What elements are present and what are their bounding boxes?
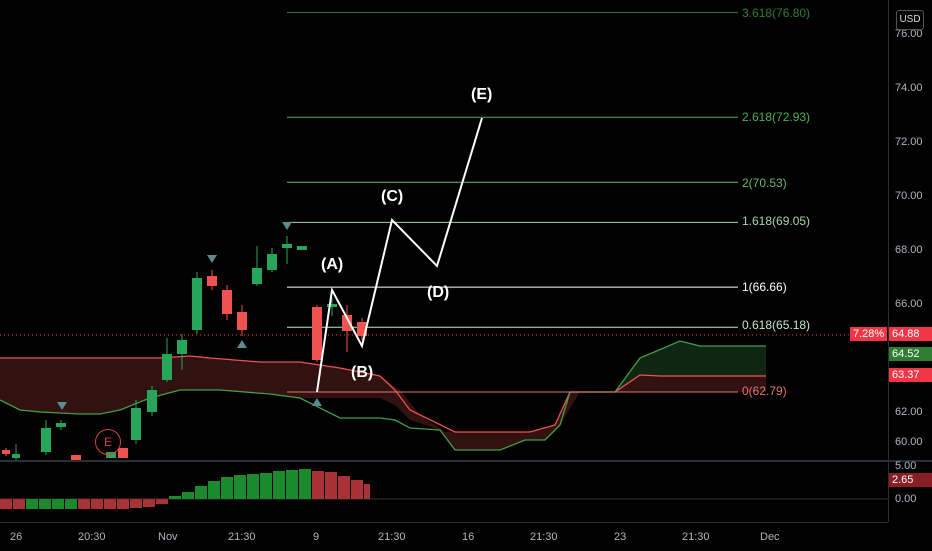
price-tick: 74.00 bbox=[895, 82, 923, 94]
fib-lines bbox=[287, 11, 738, 393]
fib-label-2618: 2.618(72.93) bbox=[742, 110, 811, 124]
price-tick: 70.00 bbox=[895, 190, 923, 202]
pane-separator[interactable] bbox=[0, 460, 932, 462]
fib-label-0618: 0.618(65.18) bbox=[742, 318, 811, 332]
oscillator-svg bbox=[0, 469, 888, 509]
elliott-wave-path bbox=[316, 117, 483, 393]
cloud-line-red bbox=[0, 355, 766, 433]
wave-label-a: (A) bbox=[321, 256, 344, 273]
wave-label-d: (D) bbox=[427, 284, 450, 301]
price-tick: 76.00 bbox=[895, 28, 923, 40]
currency-button[interactable]: USD bbox=[896, 10, 924, 30]
price-chart-svg bbox=[0, 11, 888, 460]
time-tick: 16 bbox=[462, 531, 475, 543]
time-tick: Nov bbox=[158, 531, 178, 543]
price-axis[interactable]: 76.00 74.00 72.00 70.00 68.00 66.00 62.0… bbox=[888, 0, 932, 522]
price-chart[interactable] bbox=[0, 0, 888, 460]
oscillator-bars bbox=[0, 469, 370, 509]
wave-label-c: (C) bbox=[381, 188, 404, 205]
time-tick: Dec bbox=[760, 531, 780, 543]
fib-label-3618: 3.618(76.80) bbox=[742, 6, 811, 20]
wave-label-b: (B) bbox=[351, 364, 374, 381]
time-tick: 9 bbox=[313, 531, 320, 543]
price-tick: 62.00 bbox=[895, 406, 923, 418]
wave-label-e: (E) bbox=[471, 86, 493, 103]
earnings-marker[interactable]: E bbox=[95, 429, 121, 455]
osc-tick: 5.00 bbox=[895, 460, 917, 472]
time-tick: 21:30 bbox=[682, 531, 710, 543]
osc-tick: 0.00 bbox=[895, 493, 917, 505]
osc-value-badge: 2.65 bbox=[889, 473, 932, 487]
time-tick: 23 bbox=[614, 531, 627, 543]
price-tick: 68.00 bbox=[895, 244, 923, 256]
price-tick: 66.00 bbox=[895, 298, 923, 310]
time-axis[interactable]: 26 20:30 Nov 21:30 9 21:30 16 21:30 23 2… bbox=[0, 522, 888, 551]
last-price-badge: 64.88 bbox=[889, 327, 932, 341]
time-tick: 21:30 bbox=[228, 531, 256, 543]
fib-label-1618: 1.618(69.05) bbox=[742, 214, 811, 228]
fib-label-1: 1(66.66) bbox=[742, 280, 787, 294]
time-tick: 21:30 bbox=[530, 531, 558, 543]
price-tick: 60.00 bbox=[895, 436, 923, 448]
oscillator-pane[interactable] bbox=[0, 462, 888, 522]
cloud-green bbox=[615, 341, 766, 392]
pivot-markers bbox=[57, 222, 322, 410]
time-tick: 26 bbox=[10, 531, 23, 543]
cloud-red bbox=[0, 356, 766, 450]
fib-label-2: 2(70.53) bbox=[742, 176, 787, 190]
candles bbox=[2, 236, 367, 460]
fib-label-0: 0(62.79) bbox=[742, 384, 787, 398]
time-tick: 21:30 bbox=[378, 531, 406, 543]
cloud-top-badge: 64.52 bbox=[889, 347, 932, 361]
cloud-bottom-badge: 63.37 bbox=[889, 368, 932, 382]
pct-change-badge: 7.28% bbox=[850, 327, 888, 341]
price-tick: 72.00 bbox=[895, 136, 923, 148]
time-tick: 20:30 bbox=[78, 531, 106, 543]
